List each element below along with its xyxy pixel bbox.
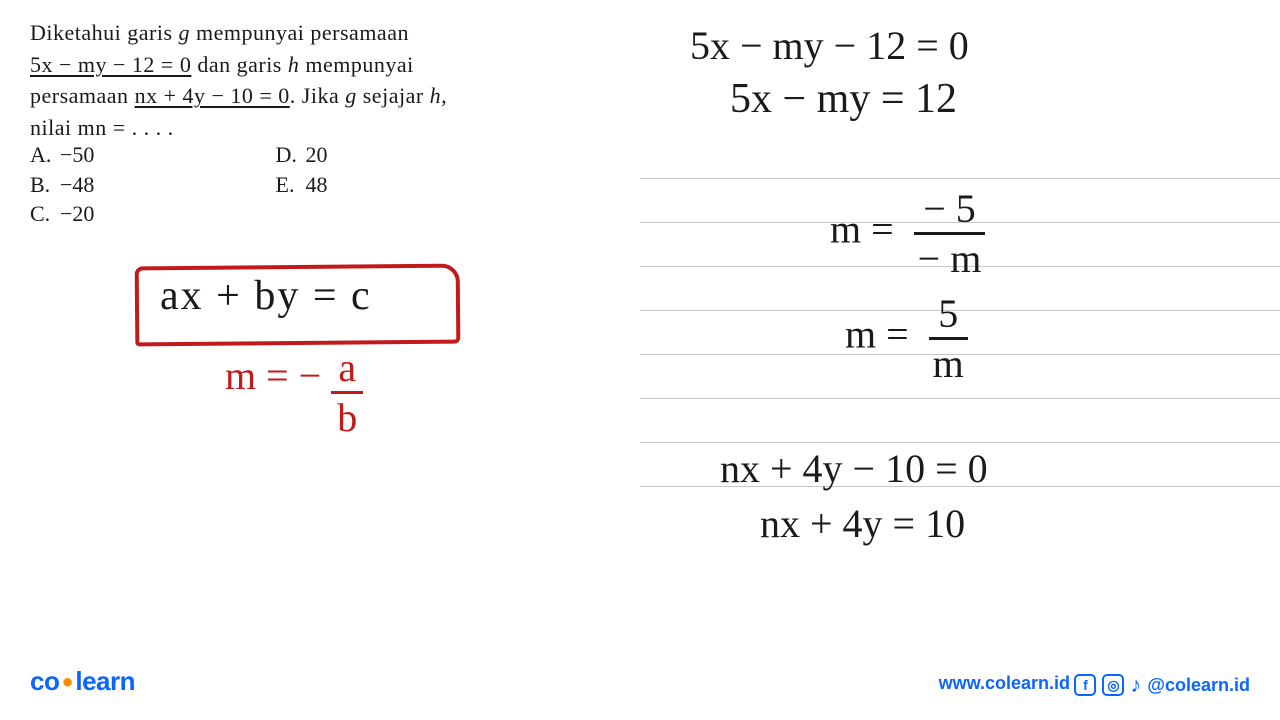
problem-line-2: 5x − my − 12 = 0 dan garis h mempunyai [30, 50, 550, 80]
m2-equals: m = [845, 312, 909, 357]
slope-denominator: b [331, 394, 363, 441]
choice-c: C.−20 [30, 199, 270, 229]
problem-statement: Diketahui garis g mempunyai persamaan 5x… [30, 18, 550, 145]
brand-logo: co•learn [30, 664, 135, 698]
slope-left: m = − [225, 353, 321, 398]
instagram-icon: ◎ [1102, 674, 1124, 696]
var-h2: h [430, 83, 442, 108]
equation-g: 5x − my − 12 = 0 [30, 52, 191, 77]
m2-num: 5 [929, 290, 968, 340]
choice-d: D.20 [276, 140, 328, 170]
m2-den: m [929, 340, 968, 387]
equation-h: nx + 4y − 10 = 0 [135, 83, 290, 108]
tiktok-icon: ♪ [1130, 672, 1141, 698]
text: mempunyai [299, 52, 413, 77]
text: . Jika [290, 83, 345, 108]
text: sejajar [357, 83, 430, 108]
var-g: g [179, 20, 191, 45]
footer: co•learn www.colearn.id f ◎ ♪ @colearn.i… [0, 662, 1280, 698]
text: mempunyai persamaan [190, 20, 409, 45]
work-m2: m = 5 m [845, 290, 968, 387]
work-eq4: nx + 4y = 10 [760, 500, 965, 547]
var-h: h [288, 52, 300, 77]
problem-line-4: nilai mn = . . . . [30, 113, 550, 143]
m1-num: − 5 [914, 185, 986, 235]
work-eq3: nx + 4y − 10 = 0 [720, 445, 988, 492]
text: nilai mn = . . . . [30, 115, 174, 140]
social-handle: @colearn.id [1147, 675, 1250, 696]
m-equals: m = [830, 207, 894, 252]
slope-numerator: a [331, 344, 363, 394]
choice-a: A.−50 [30, 140, 270, 170]
answer-choices: A.−50 B.−48 C.−20 D.20 E.48 [30, 140, 328, 229]
slope-formula: m = − a b [225, 352, 363, 449]
work-eq2: 5x − my = 12 [730, 75, 957, 123]
work-eq1: 5x − my − 12 = 0 [690, 22, 969, 69]
problem-line-3: persamaan nx + 4y − 10 = 0. Jika g sejaj… [30, 81, 550, 111]
var-g2: g [345, 83, 357, 108]
work-m1: m = − 5 − m [830, 185, 985, 282]
choice-b: B.−48 [30, 170, 270, 200]
text: , [441, 83, 447, 108]
site-url: www.colearn.id [939, 673, 1070, 694]
logo-right: learn [75, 666, 135, 696]
social-handles: f ◎ ♪ @colearn.id [1074, 672, 1250, 698]
m1-den: − m [914, 235, 986, 282]
text: Diketahui garis [30, 20, 179, 45]
logo-left: co [30, 666, 59, 696]
text: persamaan [30, 83, 135, 108]
facebook-icon: f [1074, 674, 1096, 696]
formula-equation: ax + by = c [160, 272, 372, 320]
text: dan garis [191, 52, 288, 77]
choice-e: E.48 [276, 170, 328, 200]
problem-line-1: Diketahui garis g mempunyai persamaan [30, 18, 550, 48]
logo-dot-icon: • [59, 666, 75, 699]
